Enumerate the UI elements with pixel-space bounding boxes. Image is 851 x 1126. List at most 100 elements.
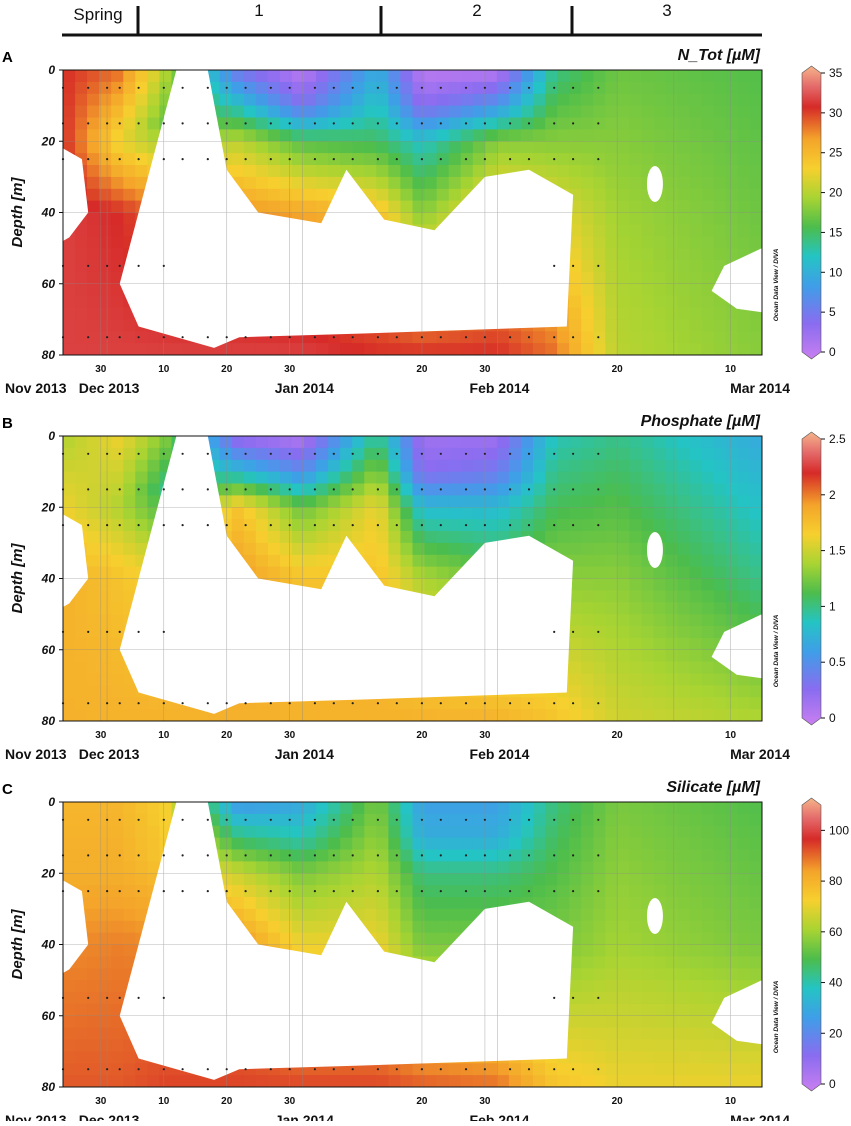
heatmap-cell	[448, 897, 462, 910]
heatmap-cell	[617, 802, 631, 815]
heatmap-cell	[629, 331, 643, 344]
heatmap-cell	[460, 813, 474, 827]
heatmap-cell	[725, 920, 739, 934]
heatmap-cell	[653, 519, 667, 532]
heatmap-cell	[749, 697, 762, 710]
heatmap-cell	[436, 331, 450, 344]
heatmap-cell	[328, 908, 341, 922]
heatmap-cell	[665, 117, 679, 131]
heatmap-cell	[557, 483, 570, 497]
heatmap-cell	[689, 153, 703, 166]
heatmap-cell	[400, 861, 414, 875]
colorbar	[801, 797, 822, 1092]
y-tick-label: 20	[41, 500, 56, 514]
heatmap-cell	[135, 165, 149, 178]
heatmap-cell	[713, 176, 727, 190]
heatmap-cell	[87, 70, 100, 83]
sample-dot	[106, 524, 109, 527]
heatmap-cell	[521, 459, 534, 473]
no-data-mask	[63, 436, 762, 714]
heatmap-cell	[617, 649, 631, 663]
heatmap-cell	[75, 861, 88, 875]
heatmap-cell	[701, 920, 715, 934]
heatmap-cell	[267, 471, 281, 485]
heatmap-cell	[352, 849, 366, 863]
heatmap-cell	[617, 471, 631, 485]
heatmap-cell	[677, 697, 691, 710]
heatmap-cell	[713, 248, 727, 261]
heatmap-cell	[653, 343, 667, 355]
heatmap-cell	[508, 873, 522, 886]
heatmap-cell	[436, 897, 450, 910]
y-tick-label: 20	[41, 134, 56, 148]
heatmap-cell	[593, 331, 607, 344]
heatmap-cell	[641, 1039, 655, 1053]
heatmap-cell	[617, 837, 631, 851]
heatmap-cell	[352, 885, 366, 898]
heatmap-cell	[581, 129, 595, 143]
heatmap-cell	[617, 248, 631, 261]
heatmap-cell	[665, 331, 679, 344]
heatmap-cell	[713, 944, 727, 958]
heatmap-cell	[352, 507, 366, 520]
heatmap-cell	[316, 200, 329, 214]
heatmap-cell	[279, 176, 293, 190]
sample-dot	[269, 1068, 272, 1071]
heatmap-cell	[605, 578, 619, 592]
heatmap-cell	[593, 1075, 607, 1087]
sample-dot	[206, 818, 209, 821]
heatmap-cell	[701, 992, 715, 1005]
heatmap-cell	[63, 709, 76, 721]
sample-dot	[106, 158, 109, 161]
heatmap-cell	[472, 153, 486, 166]
heatmap-cell	[460, 436, 474, 449]
heatmap-cell	[279, 165, 293, 178]
sample-dot	[553, 890, 556, 893]
heatmap-cell	[641, 271, 655, 285]
heatmap-cell	[231, 117, 245, 131]
heatmap-cell	[629, 661, 643, 675]
heatmap-cell	[87, 483, 100, 497]
heatmap-cell	[304, 165, 317, 178]
sample-dot	[332, 818, 335, 821]
heatmap-cell	[725, 93, 739, 107]
heatmap-cell	[400, 566, 414, 580]
heatmap-cell	[460, 459, 474, 473]
heatmap-cell	[593, 661, 607, 675]
heatmap-cell	[75, 673, 88, 687]
sample-dot	[137, 158, 140, 161]
heatmap-cell	[340, 141, 354, 154]
heatmap-cell	[328, 507, 341, 520]
heatmap-cell	[665, 483, 679, 497]
heatmap-cell	[629, 307, 643, 321]
heatmap-cell	[123, 578, 137, 592]
heatmap-cell	[605, 920, 619, 934]
heatmap-cell	[677, 307, 691, 321]
heatmap-cell	[255, 825, 269, 839]
heatmap-cell	[593, 590, 607, 604]
heatmap-cell	[484, 483, 498, 497]
heatmap-cell	[737, 685, 751, 699]
heatmap-cell	[641, 117, 655, 131]
heatmap-cell	[352, 165, 366, 178]
heatmap-cell	[581, 825, 595, 839]
heatmap-cell	[400, 908, 414, 922]
colorbar-tick-label: 10	[829, 265, 843, 279]
heatmap-cell	[448, 849, 462, 863]
heatmap-cell	[75, 873, 88, 886]
heatmap-cell	[713, 813, 727, 827]
heatmap-cell	[689, 908, 703, 922]
heatmap-cell	[267, 188, 281, 202]
heatmap-cell	[436, 188, 450, 202]
heatmap-cell	[448, 141, 462, 154]
heatmap-cell	[749, 343, 762, 355]
heatmap-cell	[63, 307, 76, 321]
heatmap-cell	[448, 873, 462, 886]
heatmap-cell	[400, 1075, 414, 1087]
heatmap-cell	[472, 105, 486, 119]
heatmap-cell	[388, 129, 402, 143]
heatmap-cell	[352, 519, 366, 532]
heatmap-cell	[87, 1027, 100, 1041]
heatmap-cell	[521, 343, 534, 355]
heatmap-cell	[135, 802, 149, 815]
